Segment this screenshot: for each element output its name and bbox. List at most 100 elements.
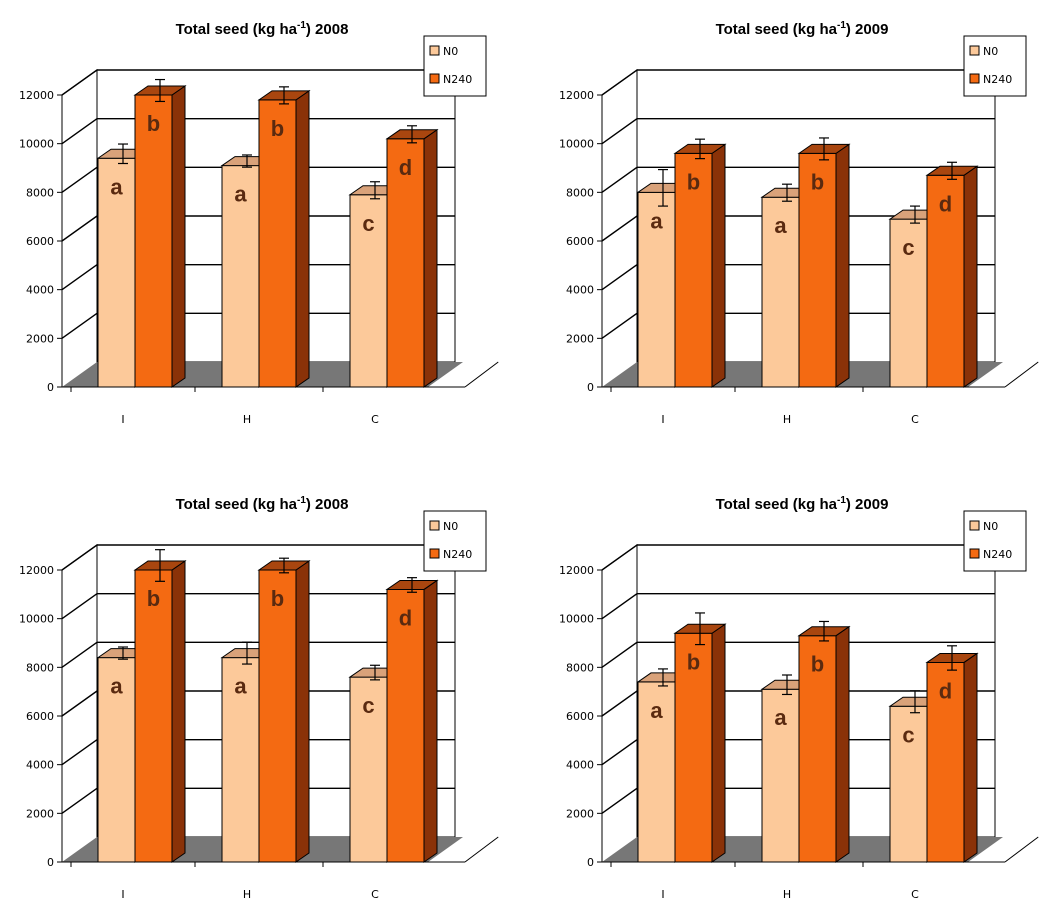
y-tick-label: 6000 xyxy=(566,710,594,723)
gridline xyxy=(61,592,455,620)
significance-label: b xyxy=(271,586,284,611)
bar-n240: b xyxy=(673,138,727,388)
y-tick-label: 12000 xyxy=(19,89,54,102)
significance-label: c xyxy=(362,211,374,236)
category-group: cd C xyxy=(322,125,439,426)
x-tick-label: C xyxy=(371,888,379,901)
bar-n240: b xyxy=(797,620,851,863)
category-group: ab I xyxy=(610,612,727,901)
significance-label: b xyxy=(811,169,824,194)
bar-chart-svg: Total seed (kg ha-1) 2008 0 2000 4000 6000 80… xyxy=(19,495,499,901)
bar-n240: b xyxy=(257,557,311,863)
bar-front xyxy=(221,657,260,863)
chart-panel-4: Total seed (kg ha-1) 2009 0 2000 4000 6000 80… xyxy=(540,475,1046,923)
gridline xyxy=(61,69,455,96)
bar-side xyxy=(963,165,978,388)
bar-n240: d xyxy=(385,125,439,388)
bar-n240: b xyxy=(797,137,851,388)
y-tick-label: 0 xyxy=(47,381,54,394)
x-tick-label: C xyxy=(371,413,379,426)
significance-label: b xyxy=(687,169,700,194)
significance-label: d xyxy=(939,191,952,216)
x-axis-end xyxy=(1004,836,1039,863)
chart-title-year: ) 2008 xyxy=(306,496,349,513)
y-tick-label: 12000 xyxy=(559,564,594,577)
legend-swatch-n240 xyxy=(429,73,440,84)
category-group: ab I xyxy=(70,78,187,426)
y-tick-label: 10000 xyxy=(19,613,54,626)
significance-label: a xyxy=(110,674,123,699)
bar-front xyxy=(221,165,260,388)
legend-label-n0: N0 xyxy=(443,45,458,58)
bar-front xyxy=(674,632,713,863)
significance-label: b xyxy=(271,116,284,141)
chart-title-year: ) 2008 xyxy=(306,21,349,38)
y-tick-label: 4000 xyxy=(26,759,54,772)
legend-label-n240: N240 xyxy=(443,548,472,561)
significance-label: a xyxy=(774,705,787,730)
bar-n240: b xyxy=(257,86,311,388)
bar-front xyxy=(258,99,297,388)
gridline xyxy=(61,544,455,571)
x-tick-label: I xyxy=(661,888,664,901)
legend: N0 N240 xyxy=(423,35,487,97)
gridline xyxy=(601,263,995,291)
gridline xyxy=(61,117,455,145)
x-tick-label: C xyxy=(911,888,919,901)
x-tick-label: H xyxy=(243,888,251,901)
y-tick-label: 6000 xyxy=(26,710,54,723)
bar-n240: b xyxy=(133,78,187,388)
gridline xyxy=(61,690,455,717)
x-tick-label: I xyxy=(121,413,124,426)
y-tick-label: 4000 xyxy=(26,284,54,297)
significance-label: a xyxy=(234,182,247,207)
x-tick-label: C xyxy=(911,413,919,426)
legend-swatch-n0 xyxy=(969,45,980,56)
gridline xyxy=(601,690,995,717)
legend-swatch-n0 xyxy=(429,45,440,56)
significance-label: b xyxy=(687,649,700,674)
category-group: ab H xyxy=(734,137,851,426)
bar-side xyxy=(423,128,438,388)
bar-front xyxy=(761,688,800,863)
chart-title-main: Total seed (kg ha xyxy=(176,496,298,513)
gridline xyxy=(61,263,455,291)
bar-front xyxy=(134,569,173,863)
legend-swatch-n0 xyxy=(429,520,440,531)
significance-label: a xyxy=(110,174,123,199)
y-tick-label: 2000 xyxy=(566,807,594,820)
y-tick-label: 0 xyxy=(587,856,594,869)
legend-swatch-n240 xyxy=(969,73,980,84)
chart-title: Total seed (kg ha-1) 2009 xyxy=(716,20,889,38)
category-group: cdC xyxy=(862,645,979,901)
bar-front xyxy=(349,676,388,863)
chart-panel-3: Total seed (kg ha-1) 2008 0 2000 4000 6000 80… xyxy=(0,475,523,923)
chart-title-year: ) 2009 xyxy=(846,496,889,513)
significance-label: c xyxy=(362,693,374,718)
chart-title-superscript: -1 xyxy=(837,20,846,31)
significance-label: a xyxy=(234,674,247,699)
legend: N0 N240 xyxy=(963,35,1027,97)
y-tick-label: 6000 xyxy=(566,235,594,248)
chart-title-superscript: -1 xyxy=(837,495,846,506)
gridline xyxy=(601,544,995,571)
significance-label: a xyxy=(650,698,663,723)
bar-side xyxy=(835,143,850,388)
significance-label: b xyxy=(147,586,160,611)
y-tick-label: 10000 xyxy=(19,138,54,151)
category-group: cdC xyxy=(862,161,979,426)
chart-title-year: ) 2009 xyxy=(846,21,889,38)
bar-front xyxy=(637,681,676,863)
y-tick-label: 10000 xyxy=(559,138,594,151)
gridline xyxy=(601,641,995,668)
x-axis-end xyxy=(1004,361,1039,388)
chart-title-main: Total seed (kg ha xyxy=(716,21,838,38)
bar-front xyxy=(674,152,713,388)
gridline xyxy=(601,69,995,96)
bar-chart-svg: Total seed (kg ha-1) 2009 0 2000 4000 6000 80… xyxy=(559,20,1039,426)
legend-label-n240: N240 xyxy=(983,548,1012,561)
chart-title-superscript: -1 xyxy=(297,20,306,31)
